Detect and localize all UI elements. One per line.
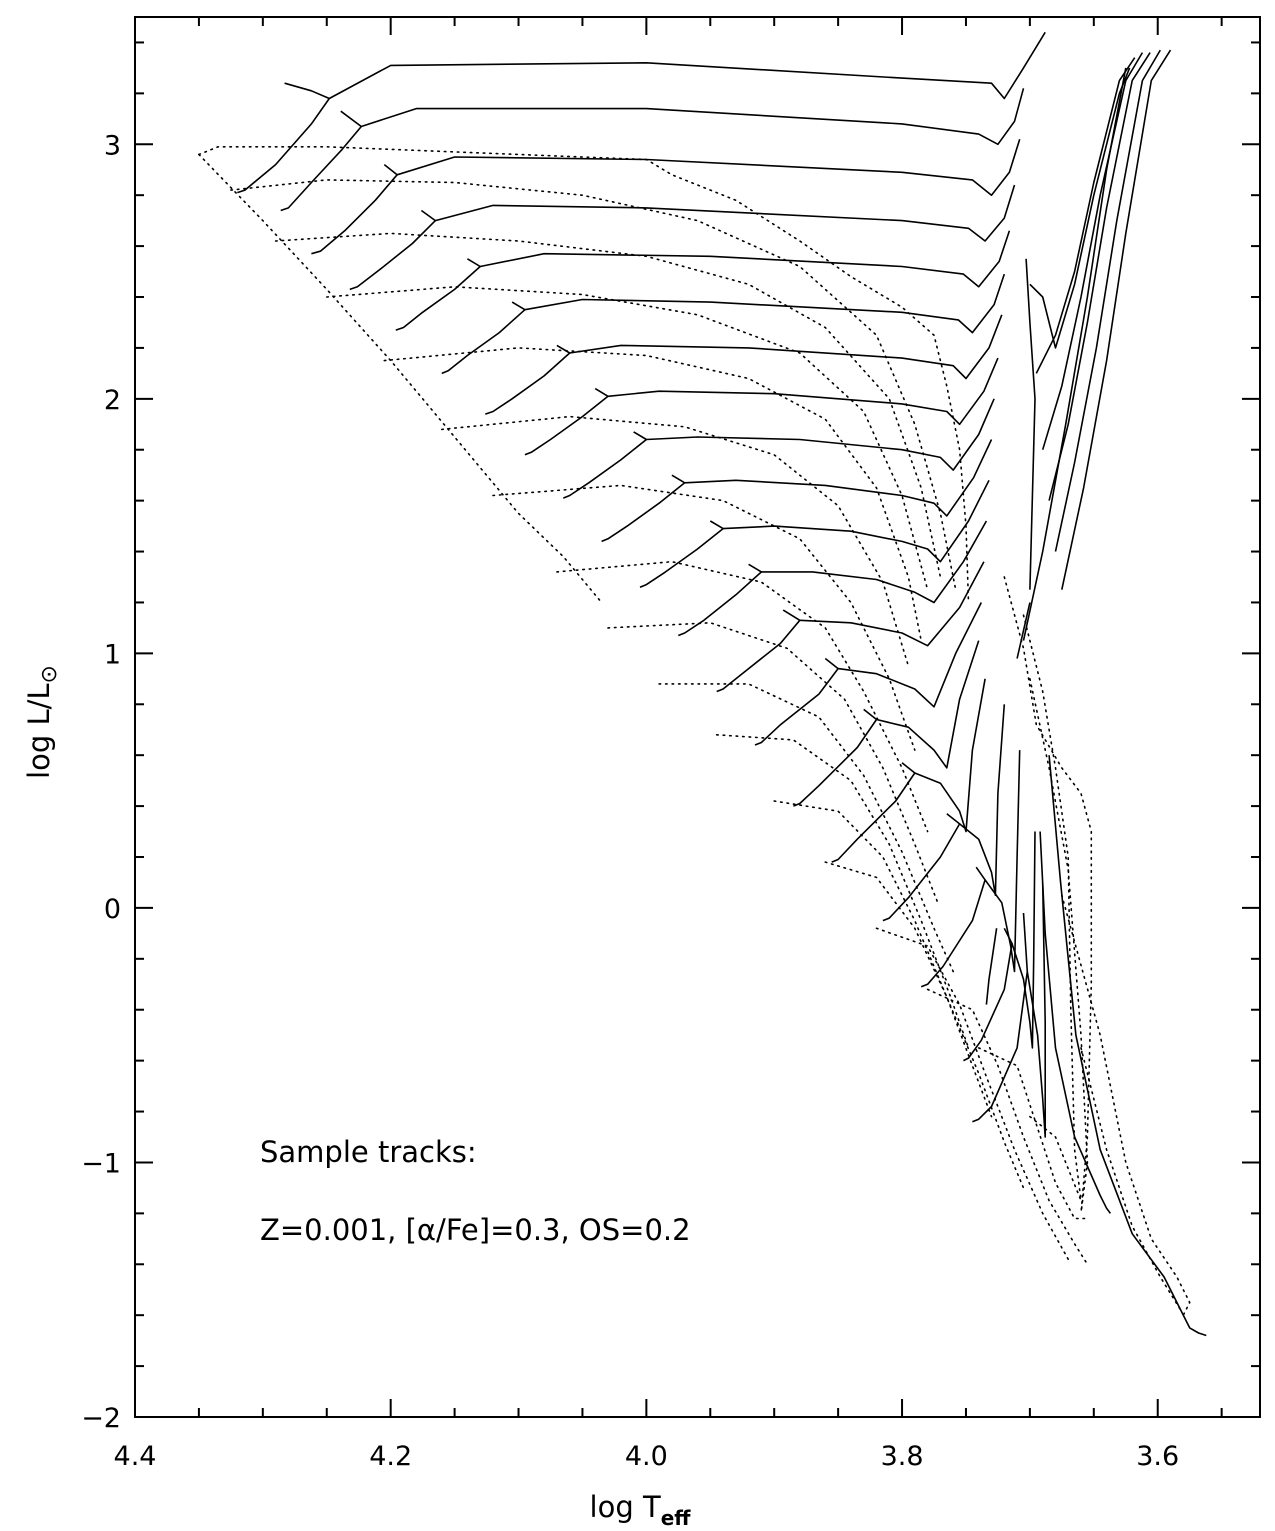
isochrone-line-54 — [230, 179, 957, 591]
evolutionary-track-46 — [1035, 57, 1136, 374]
evolutionary-track-10 — [441, 301, 526, 375]
isochrone-line-64 — [773, 800, 993, 1118]
evolutionary-track-8 — [395, 258, 482, 331]
x-axis-label-subscript: eff — [661, 1506, 692, 1530]
evolutionary-track-30 — [831, 762, 916, 863]
y-axis-title: log L/L⊙ — [22, 665, 62, 779]
x-tick-label: 4.4 — [114, 1441, 157, 1472]
evolutionary-track-49 — [1054, 49, 1161, 552]
evolutionary-track-32 — [882, 813, 961, 922]
evolutionary-track-42 — [1048, 755, 1207, 1337]
y-tick-label: 2 — [104, 385, 121, 416]
evolutionary-track-21 — [723, 479, 990, 563]
evolutionary-tracks — [198, 31, 1207, 1337]
evolutionary-track-47 — [1041, 52, 1144, 450]
isochrone-line-70 — [1003, 576, 1093, 1215]
evolutionary-track-18 — [601, 474, 686, 543]
evolutionary-track-38 — [985, 928, 998, 1005]
isochrone-line-60 — [556, 560, 929, 833]
evolutionary-track-27 — [837, 602, 983, 708]
evolutionary-track-6 — [349, 209, 437, 291]
evolutionary-track-3 — [361, 88, 1025, 146]
isochrone-line-63 — [715, 733, 970, 1049]
evolutionary-track-9 — [480, 230, 1011, 288]
evolutionary-track-40 — [1026, 882, 1046, 1138]
isochrone-line-65 — [824, 861, 1025, 1189]
x-tick-label: 4.2 — [369, 1441, 412, 1472]
evolutionary-track-13 — [569, 314, 1003, 380]
evolutionary-track-25 — [799, 561, 985, 647]
evolutionary-track-23 — [761, 520, 988, 604]
evolutionary-track-1 — [328, 31, 1046, 100]
y-axis-label-subscript: ⊙ — [37, 665, 62, 683]
isochrone-line-71 — [1022, 614, 1082, 1202]
isochrone-line-57 — [383, 347, 923, 642]
evolutionary-track-34 — [920, 866, 986, 988]
evolutionary-track-20 — [639, 520, 724, 588]
y-tick-label: −1 — [81, 1148, 121, 1179]
evolutionary-track-7 — [435, 184, 1016, 242]
evolutionary-track-36 — [963, 927, 1013, 1062]
isochrone-line-68 — [977, 1047, 1089, 1220]
evolutionary-track-17 — [646, 398, 995, 471]
evolutionary-track-2 — [280, 110, 363, 212]
x-tick-label: 3.8 — [881, 1441, 924, 1472]
plot-frame — [134, 16, 1261, 1418]
evolutionary-track-14 — [524, 387, 609, 456]
evolutionary-track-26 — [754, 657, 839, 746]
evolutionary-track-39 — [972, 912, 1029, 1123]
evolutionary-track-44 — [1025, 258, 1036, 590]
y-tick-label: 3 — [104, 130, 121, 161]
evolutionary-track-43 — [1016, 602, 1031, 659]
evolutionary-track-31 — [914, 678, 986, 833]
evolutionary-track-12 — [485, 344, 571, 415]
evolutionary-track-50 — [1061, 49, 1172, 590]
evolutionary-track-19 — [684, 439, 993, 517]
isochrone-line-67 — [926, 988, 1089, 1266]
evolutionary-track-24 — [716, 609, 801, 693]
evolutionary-track-16 — [562, 431, 648, 499]
evolutionary-track-4 — [311, 163, 398, 255]
isochrone-line-52 — [198, 146, 970, 604]
evolutionary-track-22 — [678, 563, 763, 637]
y-tick-labels: 3 2 1 0 −1 −2 — [81, 130, 121, 1434]
axis-ticks — [134, 17, 1260, 1418]
isochrone-line-53 — [198, 153, 603, 604]
evolutionary-track-33 — [959, 704, 1006, 897]
isochrone-line-72 — [1029, 677, 1089, 1215]
isochrone-line-56 — [325, 285, 929, 591]
isochrone-line-66 — [875, 927, 1069, 1260]
isochrone-line-73 — [1061, 894, 1191, 1316]
evolutionary-track-51 — [1022, 67, 1127, 641]
evolutionary-track-29 — [876, 640, 980, 769]
evolutionary-track-48 — [1048, 52, 1151, 501]
evolutionary-track-45 — [1029, 67, 1131, 349]
isochrone-line-62 — [658, 683, 955, 973]
x-tick-labels: 4.4 4.2 4.0 3.8 3.6 — [114, 1441, 1180, 1472]
isochrone-line-61 — [607, 621, 939, 904]
isochrone-line-55 — [274, 232, 942, 578]
x-axis-title: log Teff — [590, 1490, 692, 1530]
evolutionary-track-5 — [396, 138, 1021, 196]
y-axis-label: log L/L — [22, 683, 56, 779]
evolutionary-track-37 — [1011, 831, 1036, 1049]
x-axis-label: log T — [590, 1490, 661, 1524]
y-tick-label: −2 — [81, 1403, 121, 1434]
x-tick-label: 3.6 — [1136, 1441, 1179, 1472]
isochrone-line-69 — [1029, 1115, 1082, 1202]
evolutionary-track-28 — [793, 708, 878, 807]
annotation-parameters: Z=0.001, [α/Fe]=0.3, OS=0.2 — [260, 1213, 691, 1247]
evolutionary-track-0 — [237, 82, 331, 194]
evolutionary-track-11 — [524, 273, 1006, 334]
y-tick-label: 0 — [104, 894, 121, 925]
evolutionary-track-35 — [984, 750, 1021, 973]
y-tick-label: 1 — [104, 639, 121, 670]
x-tick-label: 4.0 — [625, 1441, 668, 1472]
evolutionary-track-15 — [607, 357, 999, 426]
isochrone-line-58 — [440, 415, 910, 667]
annotation-sample-tracks: Sample tracks: — [260, 1135, 477, 1169]
